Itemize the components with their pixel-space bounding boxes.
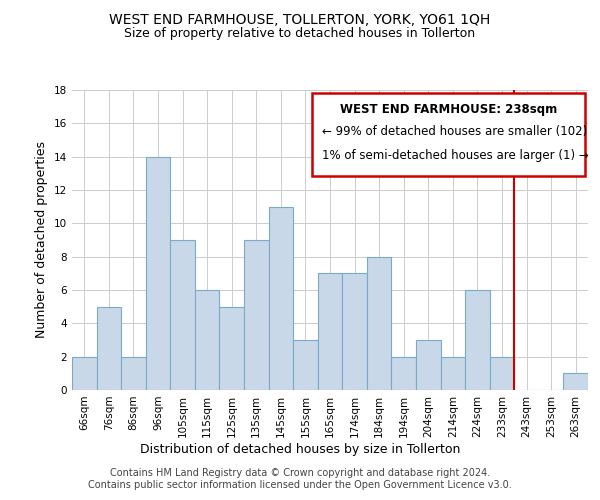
Y-axis label: Number of detached properties: Number of detached properties	[35, 142, 49, 338]
Bar	[342, 274, 367, 390]
Bar	[416, 340, 440, 390]
Bar	[563, 374, 588, 390]
Bar	[121, 356, 146, 390]
Text: Distribution of detached houses by size in Tollerton: Distribution of detached houses by size …	[140, 442, 460, 456]
Bar	[97, 306, 121, 390]
Bar	[170, 240, 195, 390]
Text: Contains HM Land Registry data © Crown copyright and database right 2024.: Contains HM Land Registry data © Crown c…	[110, 468, 490, 477]
FancyBboxPatch shape	[312, 93, 586, 176]
Bar	[440, 356, 465, 390]
Bar	[318, 274, 342, 390]
Text: Contains public sector information licensed under the Open Government Licence v3: Contains public sector information licen…	[88, 480, 512, 490]
Bar	[269, 206, 293, 390]
Bar	[244, 240, 269, 390]
Text: ← 99% of detached houses are smaller (102): ← 99% of detached houses are smaller (10…	[322, 124, 587, 138]
Bar	[195, 290, 220, 390]
Bar	[293, 340, 318, 390]
Text: Size of property relative to detached houses in Tollerton: Size of property relative to detached ho…	[124, 28, 476, 40]
Bar	[367, 256, 391, 390]
Bar	[465, 290, 490, 390]
Bar	[72, 356, 97, 390]
Bar	[220, 306, 244, 390]
Text: 1% of semi-detached houses are larger (1) →: 1% of semi-detached houses are larger (1…	[322, 148, 589, 162]
Text: WEST END FARMHOUSE: 238sqm: WEST END FARMHOUSE: 238sqm	[340, 104, 557, 117]
Bar	[490, 356, 514, 390]
Bar	[146, 156, 170, 390]
Bar	[391, 356, 416, 390]
Text: WEST END FARMHOUSE, TOLLERTON, YORK, YO61 1QH: WEST END FARMHOUSE, TOLLERTON, YORK, YO6…	[109, 12, 491, 26]
